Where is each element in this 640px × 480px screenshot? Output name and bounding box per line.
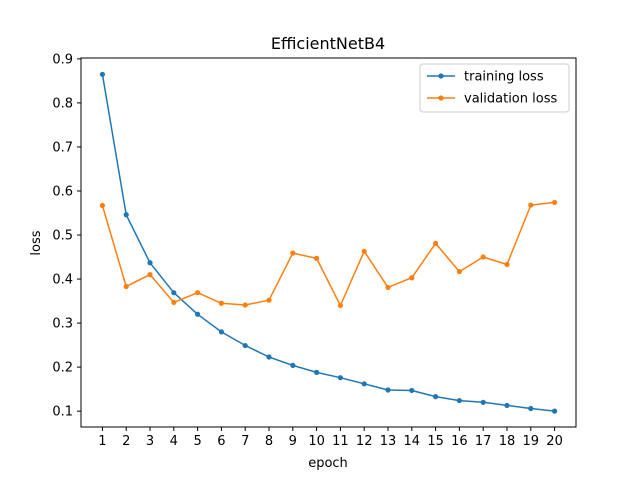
validation-loss-point-20: [551, 199, 558, 206]
training-loss-point-17: [480, 399, 486, 405]
training-loss-point-19: [528, 405, 534, 412]
training-loss-point-18: [504, 402, 510, 409]
training-loss-point-12: [361, 381, 367, 387]
x-tick-label-7: 7: [241, 434, 249, 449]
training-loss-legend-label: training loss: [464, 70, 544, 85]
y-tick-label-1: 0.1: [52, 405, 73, 420]
validation-loss-point-13: [385, 284, 391, 291]
x-tick-label-18: 18: [499, 434, 516, 449]
validation-loss-point-8: [266, 297, 272, 303]
validation-loss-point-2: [123, 283, 129, 290]
validation-loss-point-6: [218, 300, 225, 306]
chart-title: EfficientNetB4: [271, 34, 385, 53]
validation-loss-line: [101, 201, 555, 307]
x-tick-label-16: 16: [451, 434, 468, 449]
x-tick-label-15: 15: [427, 434, 444, 449]
validation-loss-point-1: [99, 202, 106, 209]
training-loss-point-15: [432, 394, 439, 400]
y-tick-label-2: 0.2: [52, 361, 73, 376]
training-loss-point-16: [456, 397, 462, 404]
x-tick-label-3: 3: [146, 434, 154, 449]
x-tick-label-19: 19: [523, 434, 540, 449]
validation-loss-point-9: [290, 250, 296, 256]
training-loss-point-11: [337, 375, 343, 381]
x-tick-label-8: 8: [265, 434, 273, 449]
validation-loss-point-15: [432, 240, 439, 246]
training-loss-point-13: [385, 387, 391, 393]
y-tick-label-6: 0.6: [52, 184, 73, 199]
x-tick-label-10: 10: [308, 434, 325, 449]
x-tick-label-4: 4: [170, 434, 178, 449]
legend: training loss validation loss: [419, 63, 570, 113]
training-loss-line: [101, 74, 555, 412]
plot-area: 1 2 3 4 5 6 7 8 9 10 11 12 13 14 15 16 17 18 19 200.10.20.3…: [52, 52, 577, 449]
training-loss-legend-marker: [438, 73, 444, 79]
x-tick-label-1: 1: [98, 434, 106, 449]
training-loss-point-10: [314, 369, 320, 375]
validation-loss-point-5: [195, 290, 201, 296]
validation-loss-point-11: [337, 302, 343, 309]
x-tick-label-5: 5: [193, 434, 201, 449]
y-tick-label-8: 0.8: [52, 96, 73, 111]
validation-loss-point-14: [409, 275, 415, 281]
axes-frame: [80, 57, 577, 428]
x-tick-label-11: 11: [332, 434, 349, 449]
training-loss-point-6: [218, 329, 225, 335]
training-loss-point-7: [242, 342, 248, 349]
x-axis-label: epoch: [308, 456, 348, 471]
validation-loss-point-10: [314, 255, 320, 261]
training-loss-point-5: [195, 311, 201, 317]
x-tick-label-12: 12: [356, 434, 373, 449]
training-loss-point-4: [171, 290, 177, 296]
validation-loss-point-3: [147, 272, 153, 278]
validation-loss-point-18: [504, 261, 510, 268]
y-tick-label-7: 0.7: [52, 140, 73, 155]
y-tick-label-3: 0.3: [52, 317, 73, 332]
training-loss-point-9: [290, 362, 296, 368]
y-tick-label-4: 0.4: [52, 273, 73, 288]
validation-loss-legend-marker: [438, 95, 444, 101]
x-tick-label-17: 17: [475, 434, 492, 449]
training-loss-point-2: [123, 212, 129, 218]
y-tick-label-9: 0.9: [52, 52, 73, 67]
training-loss-point-1: [99, 71, 106, 77]
x-tick-label-13: 13: [380, 434, 397, 449]
validation-loss-point-4: [171, 299, 177, 305]
validation-loss-point-17: [480, 254, 486, 260]
x-tick-label-9: 9: [289, 434, 297, 449]
validation-loss-point-19: [528, 202, 534, 208]
validation-loss-point-7: [242, 302, 248, 308]
validation-loss-legend-label: validation loss: [464, 92, 557, 107]
legend-box: [419, 63, 570, 113]
x-tick-label-14: 14: [404, 434, 421, 449]
validation-loss-point-12: [361, 248, 367, 254]
training-loss-point-14: [409, 387, 415, 394]
training-loss-point-3: [147, 260, 153, 266]
training-loss-point-20: [551, 408, 558, 414]
x-tick-label-2: 2: [122, 434, 130, 449]
y-tick-label-5: 0.5: [52, 229, 73, 244]
x-tick-label-6: 6: [217, 434, 225, 449]
x-tick-label-20: 20: [546, 434, 563, 449]
training-loss-point-8: [266, 354, 272, 360]
y-axis-label: loss: [29, 230, 44, 255]
validation-loss-point-16: [456, 268, 462, 275]
